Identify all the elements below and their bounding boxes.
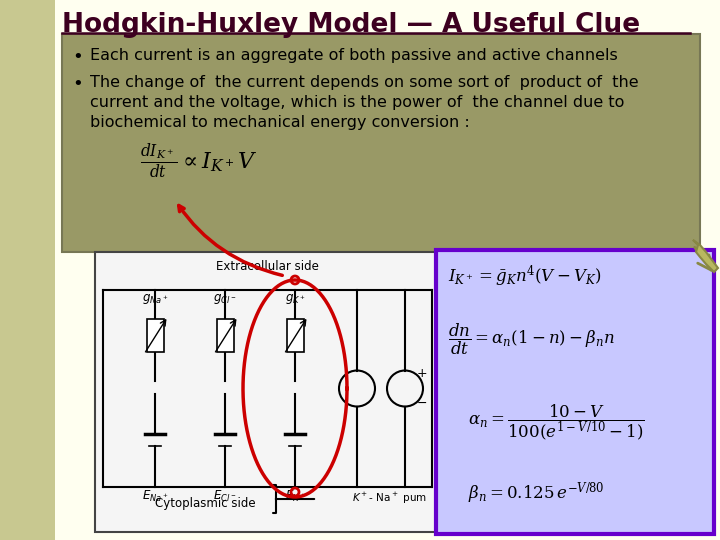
FancyBboxPatch shape: [287, 319, 304, 352]
FancyBboxPatch shape: [95, 252, 440, 532]
Text: •: •: [72, 75, 83, 93]
Polygon shape: [693, 240, 718, 272]
FancyBboxPatch shape: [146, 319, 163, 352]
Text: $E_{Cl^-}$: $E_{Cl^-}$: [213, 489, 237, 504]
Text: $\alpha_n = \dfrac{10-V}{100(e^{1-V/10}-1)}$: $\alpha_n = \dfrac{10-V}{100(e^{1-V/10}-…: [468, 402, 644, 442]
Text: Hodgkin-Huxley Model — A Useful Clue: Hodgkin-Huxley Model — A Useful Clue: [62, 12, 640, 38]
FancyBboxPatch shape: [0, 0, 55, 540]
Text: The change of  the current depends on some sort of  product of  the: The change of the current depends on som…: [90, 75, 639, 90]
Text: $g_{K^+}$: $g_{K^+}$: [284, 292, 305, 306]
Text: $\dfrac{dn}{dt} = \alpha_n(1-n) - \beta_n n$: $\dfrac{dn}{dt} = \alpha_n(1-n) - \beta_…: [448, 322, 615, 357]
Text: $\beta_n = 0.125\, e^{-V/80}$: $\beta_n = 0.125\, e^{-V/80}$: [468, 480, 605, 506]
FancyBboxPatch shape: [436, 250, 714, 534]
Text: $g_{Cl^-}$: $g_{Cl^-}$: [213, 292, 237, 306]
Text: Extracellular side: Extracellular side: [216, 260, 319, 273]
Text: •: •: [72, 48, 83, 66]
Text: $\frac{dI_{K^+}}{dt} \propto I_{K^+}V$: $\frac{dI_{K^+}}{dt} \propto I_{K^+}V$: [140, 142, 257, 181]
Text: +: +: [416, 367, 427, 380]
Text: −: −: [416, 397, 427, 410]
Text: $E_{K^+}$: $E_{K^+}$: [284, 489, 305, 504]
FancyBboxPatch shape: [62, 34, 700, 252]
Text: $E_{Na^+}$: $E_{Na^+}$: [142, 489, 168, 504]
Text: $K^+$- Na$^+$ pum: $K^+$- Na$^+$ pum: [352, 491, 427, 506]
Text: $g_{Na^+}$: $g_{Na^+}$: [142, 292, 168, 306]
FancyBboxPatch shape: [217, 319, 233, 352]
Text: current and the voltage, which is the power of  the channel due to: current and the voltage, which is the po…: [90, 95, 624, 110]
Text: $I_{K^+} = \bar{g}_K n^4 (V - V_K)$: $I_{K^+} = \bar{g}_K n^4 (V - V_K)$: [448, 264, 601, 289]
Text: biochemical to mechanical energy conversion :: biochemical to mechanical energy convers…: [90, 115, 469, 130]
Text: Each current is an aggregate of both passive and active channels: Each current is an aggregate of both pas…: [90, 48, 618, 63]
Text: Cytoplasmic side: Cytoplasmic side: [155, 497, 256, 510]
